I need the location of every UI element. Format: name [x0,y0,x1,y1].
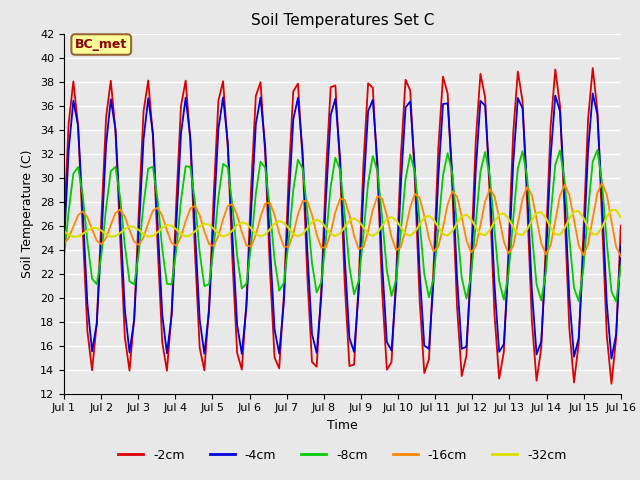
-2cm [607,381,615,386]
Line: -8cm: -8cm [64,150,621,301]
-16cm [210,243,218,249]
-8cm [617,264,625,269]
-32cm [374,230,381,236]
-4cm [607,356,615,361]
-32cm [607,207,615,213]
-8cm [444,150,451,156]
-32cm [505,216,513,221]
-4cm [589,91,596,96]
-32cm [617,215,625,220]
Line: -16cm: -16cm [64,183,621,256]
Line: -4cm: -4cm [64,94,621,359]
-2cm [210,192,218,197]
-4cm [603,300,611,306]
X-axis label: Time: Time [327,419,358,432]
-4cm [444,100,451,106]
-16cm [444,202,451,207]
-32cm [182,234,189,240]
-8cm [60,254,68,260]
-2cm [617,223,625,228]
Line: -32cm: -32cm [64,210,621,237]
-2cm [603,332,611,338]
-4cm [210,215,218,221]
-16cm [177,234,185,240]
-8cm [177,198,185,204]
-2cm [444,91,451,96]
Text: BC_met: BC_met [75,38,127,51]
-16cm [617,253,625,259]
-2cm [369,85,377,91]
-8cm [369,153,377,159]
-32cm [60,228,68,234]
-32cm [603,214,611,220]
-16cm [603,192,611,198]
Line: -2cm: -2cm [64,68,621,384]
-8cm [500,297,508,302]
-2cm [60,223,68,228]
Title: Soil Temperatures Set C: Soil Temperatures Set C [251,13,434,28]
-16cm [500,239,508,245]
-32cm [70,234,77,240]
-16cm [60,240,68,246]
-8cm [603,240,611,245]
-4cm [500,341,508,347]
-2cm [500,349,508,355]
-8cm [210,244,218,250]
Y-axis label: Soil Temperature (C): Soil Temperature (C) [22,149,35,278]
-2cm [177,103,185,109]
-4cm [60,241,68,247]
-16cm [598,180,606,186]
-16cm [369,207,377,213]
Legend: -2cm, -4cm, -8cm, -16cm, -32cm: -2cm, -4cm, -8cm, -16cm, -32cm [113,444,572,467]
-2cm [589,65,596,71]
-4cm [177,131,185,137]
-8cm [612,299,620,304]
-32cm [214,231,222,237]
-8cm [593,147,601,153]
-4cm [369,97,377,103]
-4cm [617,243,625,249]
-32cm [449,228,456,234]
